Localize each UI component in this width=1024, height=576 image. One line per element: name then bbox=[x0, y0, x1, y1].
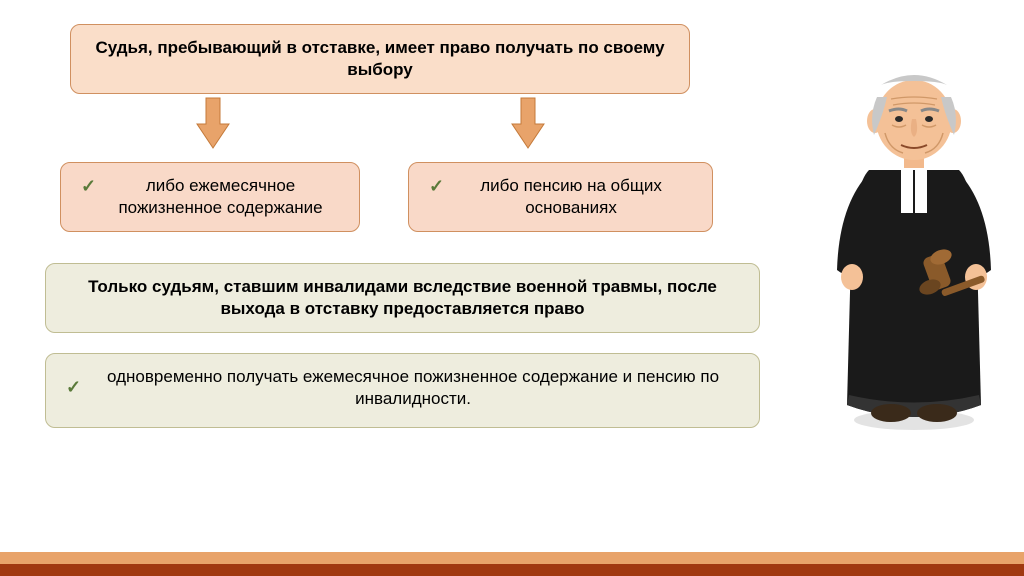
check-icon: ✓ bbox=[81, 175, 96, 198]
footer-decoration bbox=[0, 552, 1024, 576]
bottom-box: ✓ одновременно получать ежемесячное пожи… bbox=[45, 353, 760, 428]
check-icon: ✓ bbox=[66, 376, 81, 399]
arrow-down-left bbox=[195, 96, 231, 150]
middle-box: Только судьям, ставшим инвалидами вследс… bbox=[45, 263, 760, 333]
judge-illustration bbox=[819, 55, 1009, 435]
option-left-text: либо ежемесячное пожизненное содержание bbox=[102, 175, 339, 219]
title-box: Судья, пребывающий в отставке, имеет пра… bbox=[70, 24, 690, 94]
option-right-box: ✓ либо пенсию на общих основаниях bbox=[408, 162, 713, 232]
arrow-down-right bbox=[510, 96, 546, 150]
check-icon: ✓ bbox=[429, 175, 444, 198]
bottom-text: одновременно получать ежемесячное пожизн… bbox=[87, 366, 739, 410]
option-right-text: либо пенсию на общих основаниях bbox=[450, 175, 692, 219]
title-text: Судья, пребывающий в отставке, имеет пра… bbox=[95, 38, 664, 79]
middle-text: Только судьям, ставшим инвалидами вследс… bbox=[88, 277, 717, 318]
option-left-box: ✓ либо ежемесячное пожизненное содержани… bbox=[60, 162, 360, 232]
